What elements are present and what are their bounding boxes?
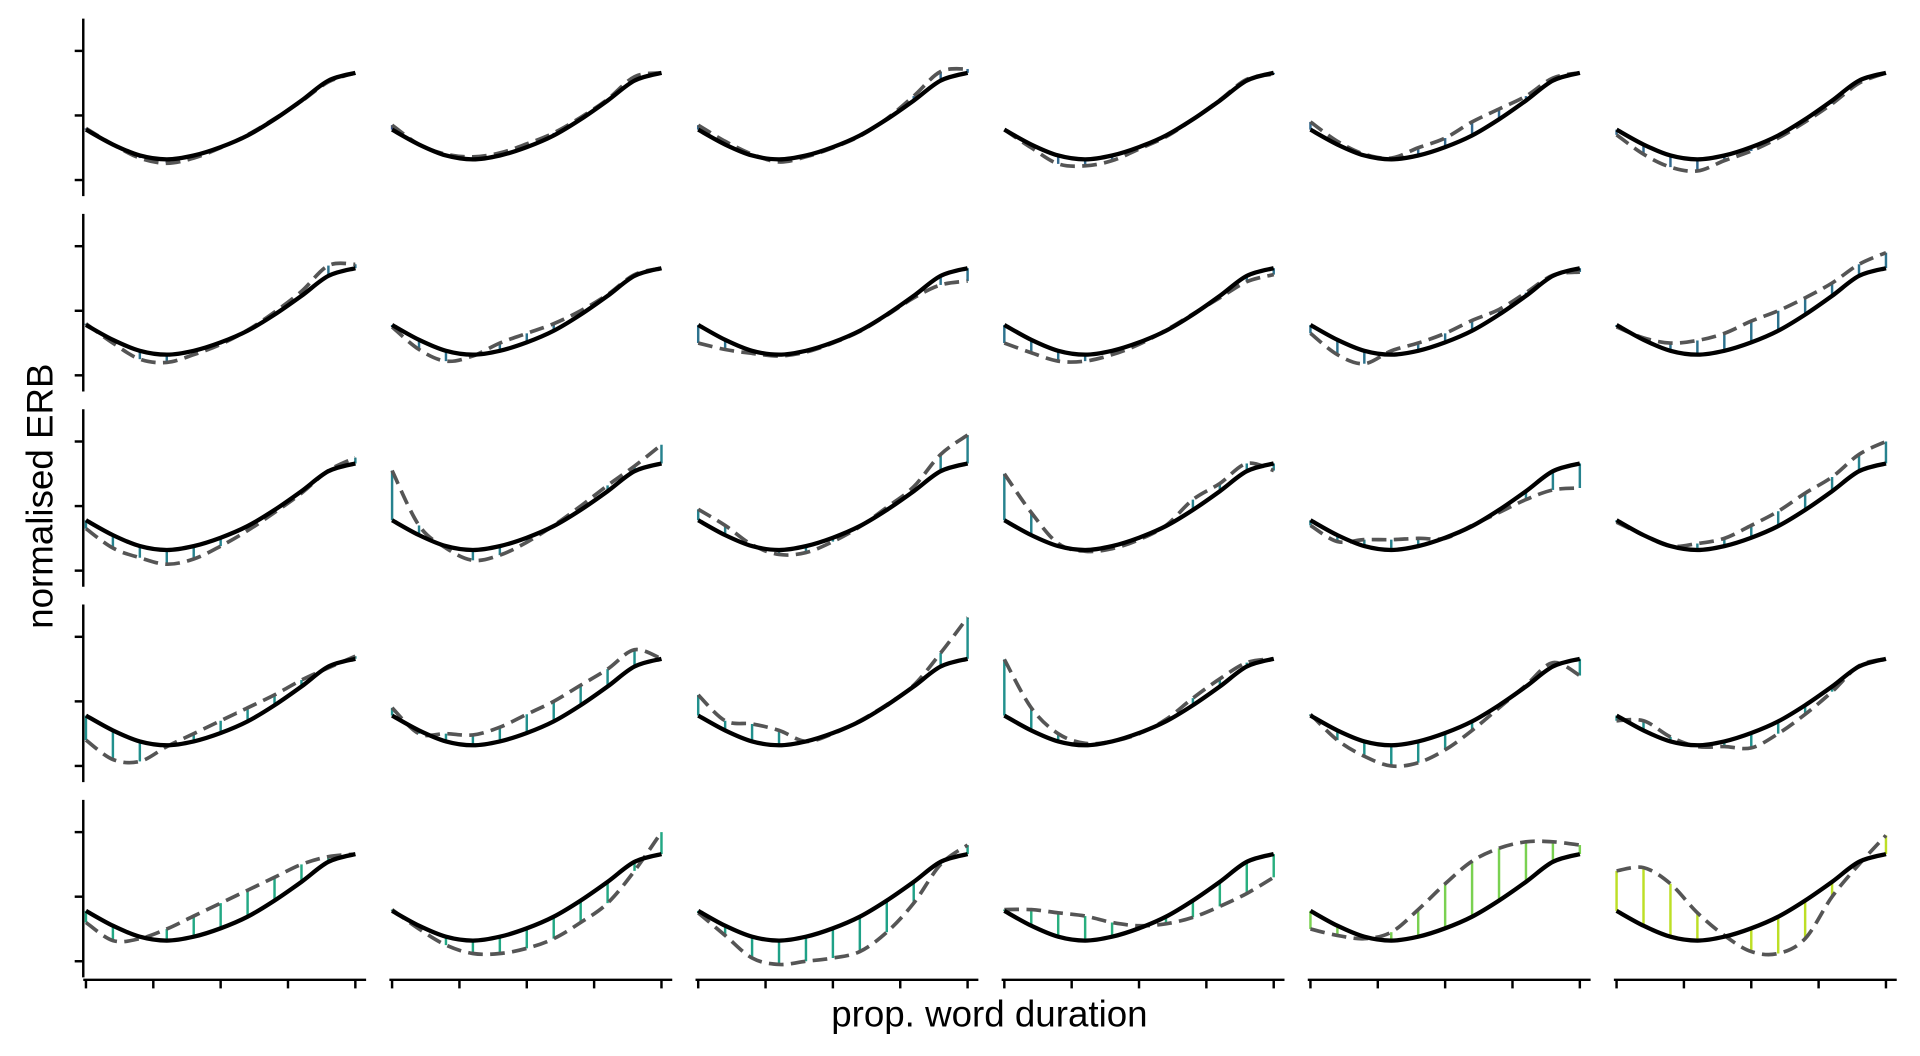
reference-curve <box>84 461 356 553</box>
reference-curve <box>1615 461 1887 553</box>
dashed-curve <box>1616 834 1888 957</box>
reference-curve <box>391 656 663 748</box>
reference-curve <box>391 461 663 553</box>
dashed-curve <box>1002 461 1275 554</box>
reference-curve <box>697 656 969 748</box>
reference-curve <box>391 266 663 357</box>
dashed-curve <box>84 852 356 944</box>
reference-curve <box>1003 461 1275 553</box>
reference-curve <box>391 851 663 943</box>
dashed-curve <box>1615 250 1887 345</box>
reference-curve <box>1615 70 1887 162</box>
dashed-curve <box>84 261 356 365</box>
reference-curve <box>1003 266 1275 357</box>
reference-curve <box>697 461 969 553</box>
reference-curve <box>391 70 663 162</box>
reference-curve <box>84 266 356 357</box>
reference-curve <box>84 851 356 943</box>
reference-curve <box>1615 656 1887 748</box>
reference-curve <box>697 851 969 943</box>
reference-curve <box>1003 70 1275 162</box>
reference-curve <box>84 70 356 162</box>
reference-curve <box>1309 851 1581 943</box>
reference-curve <box>1003 656 1275 748</box>
reference-curve <box>697 70 969 162</box>
y-axis-label: normalised ERB <box>20 364 61 629</box>
dashed-curve <box>1615 71 1887 174</box>
reference-curve <box>697 266 969 357</box>
reference-curve <box>1309 656 1581 748</box>
dashed-curve <box>1309 486 1580 545</box>
dashed-curve <box>390 71 662 159</box>
dashed-curve <box>1309 660 1581 769</box>
x-axis-label: prop. word duration <box>831 993 1147 1034</box>
reference-curve <box>1615 266 1887 357</box>
reference-curve <box>1309 461 1581 553</box>
dashed-curve <box>390 443 663 563</box>
reference-curve <box>1615 851 1887 943</box>
dashed-curve <box>1310 839 1581 941</box>
dashed-curve <box>696 616 970 744</box>
dashed-curve <box>1616 656 1887 751</box>
dashed-curve <box>391 831 663 957</box>
dashed-curve <box>697 433 969 557</box>
reference-curve <box>1309 266 1581 357</box>
reference-curve <box>1309 70 1581 162</box>
dashed-curve <box>84 654 357 765</box>
dashed-curve <box>1004 875 1275 928</box>
reference-curve <box>84 656 356 748</box>
dashed-curve <box>697 843 969 967</box>
dashed-curve <box>84 455 357 567</box>
reference-curve <box>1003 851 1275 943</box>
dashed-curve <box>390 647 663 738</box>
